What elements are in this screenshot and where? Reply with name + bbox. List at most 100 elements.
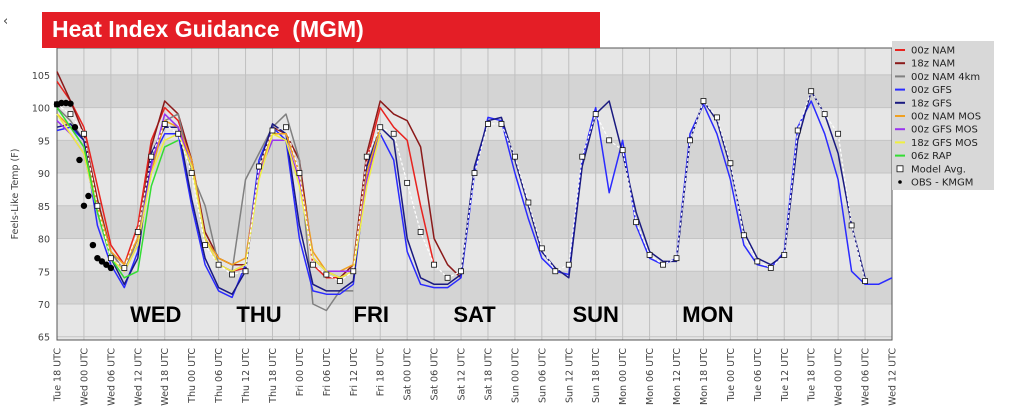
obs-point bbox=[58, 99, 65, 107]
model-avg-point bbox=[740, 232, 747, 239]
x-tick-label: Thu 06 UTC bbox=[214, 348, 225, 404]
model-avg-point bbox=[619, 147, 626, 154]
model-avg-point bbox=[377, 124, 384, 131]
legend-label: 18z GFS bbox=[911, 98, 952, 109]
legend-label: 00z NAM bbox=[911, 46, 955, 57]
x-tick-label: Sun 00 UTC bbox=[510, 348, 521, 403]
model-avg-point bbox=[161, 121, 168, 127]
day-label: THU bbox=[236, 302, 281, 327]
y-tick-label: 95 bbox=[38, 136, 50, 147]
obs-point bbox=[76, 156, 83, 164]
legend-label: 00z NAM MOS bbox=[911, 112, 981, 123]
model-avg-point bbox=[296, 170, 303, 176]
model-avg-point bbox=[592, 111, 599, 118]
model-avg-point bbox=[458, 268, 464, 275]
x-tick-label: Fri 18 UTC bbox=[376, 348, 387, 397]
x-tick-label: Wed 06 UTC bbox=[861, 348, 872, 406]
model-avg-point bbox=[215, 261, 222, 268]
series-06z-rap bbox=[56, 107, 179, 279]
model-avg-point bbox=[565, 261, 572, 268]
grid-band bbox=[57, 74, 892, 108]
model-avg-point bbox=[660, 261, 666, 268]
model-avg-point bbox=[444, 274, 451, 281]
model-avg-point bbox=[107, 255, 114, 262]
day-label: SUN bbox=[572, 302, 618, 327]
x-tick-label: Fri 12 UTC bbox=[349, 348, 360, 397]
obs-point bbox=[103, 261, 110, 268]
x-tick-label: Mon 00 UTC bbox=[618, 348, 629, 405]
series-obs-kmgm bbox=[53, 99, 115, 272]
x-tick-label: Wed 18 UTC bbox=[160, 348, 171, 406]
x-tick-label: Thu 18 UTC bbox=[268, 348, 279, 404]
x-tick-label: Sun 18 UTC bbox=[591, 348, 602, 403]
model-avg-point bbox=[714, 114, 720, 121]
plot-frame bbox=[56, 47, 893, 341]
y-tick-label: 75 bbox=[38, 267, 50, 278]
x-tick-label: Sat 00 UTC bbox=[403, 348, 414, 401]
legend-box bbox=[892, 41, 994, 190]
x-tick-label: Tue 18 UTC bbox=[807, 348, 818, 403]
model-avg-point bbox=[81, 130, 87, 137]
model-avg-point bbox=[821, 111, 828, 118]
model-avg-point bbox=[134, 229, 141, 235]
model-avg-point bbox=[242, 268, 249, 275]
model-avg-point bbox=[283, 124, 289, 131]
x-tick-label: Fri 06 UTC bbox=[322, 348, 333, 397]
y-tick-label: 70 bbox=[38, 300, 50, 311]
model-avg-point bbox=[646, 251, 653, 258]
model-avg-point bbox=[538, 245, 545, 252]
x-tick-label: Mon 18 UTC bbox=[699, 348, 710, 405]
x-tick-label: Tue 12 UTC bbox=[780, 348, 791, 403]
x-tick-label: Sun 12 UTC bbox=[564, 348, 575, 403]
model-avg-point bbox=[471, 170, 478, 176]
legend-label: 00z GFS bbox=[911, 85, 952, 96]
legend-item: 00z GFS bbox=[895, 85, 952, 96]
y-tick-label: 65 bbox=[38, 333, 50, 344]
obs-point bbox=[94, 254, 101, 262]
model-avg-point bbox=[525, 199, 532, 206]
model-avg-point bbox=[404, 179, 411, 186]
model-avg-point bbox=[256, 163, 262, 170]
model-avg-point bbox=[336, 278, 343, 284]
model-avg-point bbox=[862, 278, 868, 284]
x-tick-label: Mon 12 UTC bbox=[672, 348, 683, 405]
legend-item: 00z NAM bbox=[895, 46, 955, 57]
x-tick-label: Thu 00 UTC bbox=[187, 348, 198, 404]
model-avg-point bbox=[417, 229, 424, 235]
legend-label: 18z GFS MOS bbox=[911, 138, 978, 149]
model-avg-point bbox=[390, 130, 397, 137]
model-avg-point bbox=[767, 265, 774, 271]
model-avg-point bbox=[848, 222, 855, 229]
legend-item: OBS - KMGM bbox=[898, 178, 973, 189]
obs-point bbox=[85, 192, 92, 200]
model-avg-point bbox=[754, 258, 761, 265]
model-avg-point bbox=[552, 268, 559, 275]
legend-item: 18z GFS bbox=[895, 98, 952, 109]
back-chevron-icon[interactable]: ‹ bbox=[3, 14, 9, 29]
model-avg-point bbox=[700, 98, 707, 104]
model-avg-point bbox=[188, 170, 195, 176]
grid-band bbox=[57, 271, 892, 304]
legend-item: 00z GFS MOS bbox=[895, 125, 978, 136]
x-tick-label: Tue 00 UTC bbox=[726, 348, 737, 403]
legend-square-icon bbox=[896, 165, 904, 173]
model-avg-point bbox=[202, 242, 209, 248]
legend-label: 00z GFS MOS bbox=[911, 125, 978, 136]
x-tick-label: Wed 06 UTC bbox=[106, 348, 117, 406]
legend-item: 00z NAM 4km bbox=[895, 72, 980, 83]
model-avg-point bbox=[606, 137, 613, 144]
x-tick-label: Wed 12 UTC bbox=[133, 348, 144, 406]
model-avg-point bbox=[363, 153, 370, 160]
model-avg-point bbox=[633, 219, 640, 226]
obs-point bbox=[80, 202, 88, 209]
legend-label: 06z RAP bbox=[911, 151, 952, 162]
series-model-avg- bbox=[54, 88, 868, 284]
x-tick-label: Sat 18 UTC bbox=[483, 348, 494, 401]
model-avg-point bbox=[67, 111, 74, 118]
y-tick-label: 85 bbox=[38, 202, 50, 213]
legend-label: 18z NAM bbox=[911, 59, 955, 70]
series-line bbox=[56, 90, 866, 295]
model-avg-point bbox=[673, 255, 680, 262]
day-label: MON bbox=[682, 302, 733, 327]
series-line bbox=[56, 107, 179, 279]
